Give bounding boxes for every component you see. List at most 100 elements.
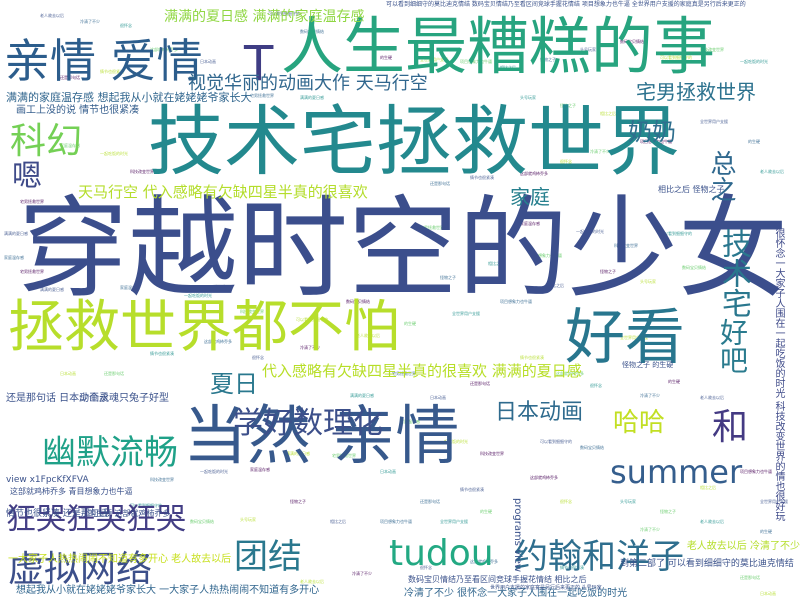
- filler-word: 项目想象力也牛逼: [500, 299, 532, 304]
- filler-word: 可以看到细细守的: [540, 439, 572, 444]
- filler-word: 还是那句话: [470, 381, 490, 386]
- filler-word: 家庭温存感: [400, 419, 420, 424]
- cloud-word: 很怀念一大家子人围在一起吃饭的时光 科技改变世界的情也很好玩: [773, 228, 784, 522]
- filler-word: 一起吃饭的时光: [576, 229, 604, 234]
- filler-word: 宅男拯救世界: [420, 225, 444, 230]
- filler-word: 头号玩家: [392, 287, 408, 292]
- filler-word: 很怀念: [420, 565, 432, 570]
- filler-word: 很怀念: [120, 23, 132, 28]
- filler-word: 这部就鸡柿乔多: [530, 475, 558, 480]
- filler-word: 冷清了不少: [352, 571, 372, 576]
- cloud-word: 到第二部了 可以看到细细守的莫比迪克情结: [620, 559, 794, 569]
- filler-word: 情节也很紧凑: [100, 69, 124, 74]
- cloud-word: 约翰和洋子: [514, 537, 684, 577]
- filler-word: 这部就鸡柿乔多: [556, 371, 584, 376]
- filler-word: 的生硬: [668, 379, 680, 384]
- filler-word: 怪物之子: [290, 499, 306, 504]
- cloud-word: 想起我从小就在姥姥姥爷家长大 一大家子人热热闹闹不知道有多开心: [16, 585, 320, 596]
- filler-word: 老人故去以后: [356, 333, 380, 338]
- filler-word: 数码宝贝情结: [580, 445, 604, 450]
- cloud-word: 一大家子人热热闹闹不知道有多开心 老人故去以后: [8, 554, 232, 565]
- filler-word: 全世界用户支援: [452, 311, 480, 316]
- cloud-word: 幽默流畅: [42, 433, 178, 473]
- filler-word: 科技改变世界: [130, 169, 154, 174]
- filler-word: 日本动画: [380, 469, 396, 474]
- filler-word: 很怀念: [560, 499, 572, 504]
- filler-word: 数码宝贝情结: [300, 29, 324, 34]
- cloud-word: 画工上没的说 情节也很紧凑: [16, 105, 140, 116]
- filler-word: 科技改变世界: [150, 477, 174, 482]
- cloud-word: 技术宅拯救世界: [148, 97, 680, 186]
- filler-word: 这部就鸡柿乔多: [520, 171, 548, 176]
- filler-word: 还是那句话: [104, 371, 124, 376]
- filler-word: 家庭温存感: [60, 143, 80, 148]
- filler-word: 可以看到细细守的: [130, 503, 162, 508]
- filler-word: 日本动画: [200, 59, 216, 64]
- cloud-word: 视觉华丽的动画大作 天马行空: [188, 73, 428, 94]
- filler-word: 相比之后: [548, 283, 564, 288]
- cloud-word: 奶奶: [628, 118, 676, 146]
- cloud-word: 老人故去以后 冷清了不少: [686, 541, 800, 552]
- filler-word: 这部就鸡柿乔多: [150, 47, 178, 52]
- cloud-word: 好吧: [716, 318, 749, 374]
- filler-word: 项目想象力也牛逼: [640, 139, 672, 144]
- filler-word: 老人故去以后: [700, 395, 724, 400]
- cloud-word: 怪物之子 的生硬: [622, 361, 674, 369]
- filler-word: 相比之后: [700, 485, 716, 490]
- filler-word: 科技改变世界: [480, 451, 504, 456]
- filler-word: 这部就鸡柿乔多: [204, 339, 232, 344]
- filler-word: 头号玩家: [520, 95, 536, 100]
- filler-word: 情节也很紧凑: [520, 355, 544, 360]
- filler-word: 一起吃饭的时光: [100, 151, 128, 156]
- filler-word: 可以看到细细守的: [296, 317, 328, 322]
- cloud-word: 亲情 爱情: [4, 34, 203, 88]
- cloud-word: T: [244, 36, 274, 92]
- filler-word: 怪物之子: [560, 103, 576, 108]
- filler-word: 项目想象力也牛逼: [530, 253, 562, 258]
- cloud-word: 虚拟网络: [8, 549, 153, 590]
- cloud-word: summer: [610, 453, 743, 491]
- filler-word: 情节也很紧凑: [470, 175, 494, 180]
- cloud-word: 嗯: [12, 159, 42, 194]
- cloud-word: 技术宅: [716, 228, 751, 318]
- filler-word: 数码宝贝情结: [682, 265, 706, 270]
- filler-word: 冷清了不少: [590, 149, 610, 154]
- filler-word: 的生硬: [480, 509, 492, 514]
- cloud-word: 代入感略有欠缺四星半真的很喜欢 满满的夏日感: [262, 362, 582, 380]
- filler-word: 的生硬: [380, 55, 392, 60]
- filler-word: 一起吃饭的时光: [184, 293, 212, 298]
- cloud-word: tudou: [389, 533, 494, 574]
- filler-word: 一起吃饭的时光: [200, 469, 228, 474]
- filler-word: 冷清了不少: [80, 19, 100, 24]
- cloud-word: 天马行空 代入感略有欠缺四星半真的很喜欢: [78, 183, 368, 201]
- filler-word: 怪物之子: [660, 509, 676, 514]
- filler-word: 满满的夏日感: [350, 393, 374, 398]
- filler-word: 很怀念: [252, 355, 264, 360]
- filler-word: 还是那句话: [60, 75, 80, 80]
- filler-word: 冷清了不少: [640, 393, 660, 398]
- cloud-word: 科幻: [10, 121, 83, 162]
- filler-word: 冷清了不少: [640, 527, 660, 532]
- cloud-word: 冷清了不少 很怀念一大家子人围在一起吃饭的时光: [404, 588, 628, 599]
- cloud-word: 还是那句话 日本动画永: [6, 393, 110, 404]
- filler-word: 数码宝贝情结: [190, 519, 214, 524]
- cloud-word: 相比之后 怪物之子: [658, 185, 725, 194]
- cloud-word: 哈哈: [613, 408, 666, 438]
- filler-word: 数码宝贝情结: [620, 39, 644, 44]
- filler-word: 冷清了不少: [300, 345, 320, 350]
- cloud-word: 可以看到细细守的莫比迪克情结 数码宝贝情结乃至看区间竞球手握花情结 项目想象力也…: [386, 1, 746, 8]
- filler-word: 很怀念: [590, 383, 602, 388]
- cloud-word: 少个灵魂只兔子好型: [79, 393, 169, 404]
- filler-word: 头号玩家: [240, 517, 256, 522]
- filler-word: 家庭温存感: [250, 467, 270, 472]
- filler-word: 相比之后: [330, 519, 346, 524]
- filler-word: 头号玩家: [620, 499, 636, 504]
- filler-word: 还是那句话: [740, 575, 760, 580]
- filler-word: 全世界用户支援: [760, 499, 788, 504]
- filler-word: 情节也很紧凑: [460, 487, 484, 492]
- filler-word: 相比之后: [600, 111, 616, 116]
- filler-word: 怪物之子: [440, 275, 456, 280]
- filler-word: 科技改变世界: [700, 47, 724, 52]
- filler-word: 日本动画: [760, 591, 776, 596]
